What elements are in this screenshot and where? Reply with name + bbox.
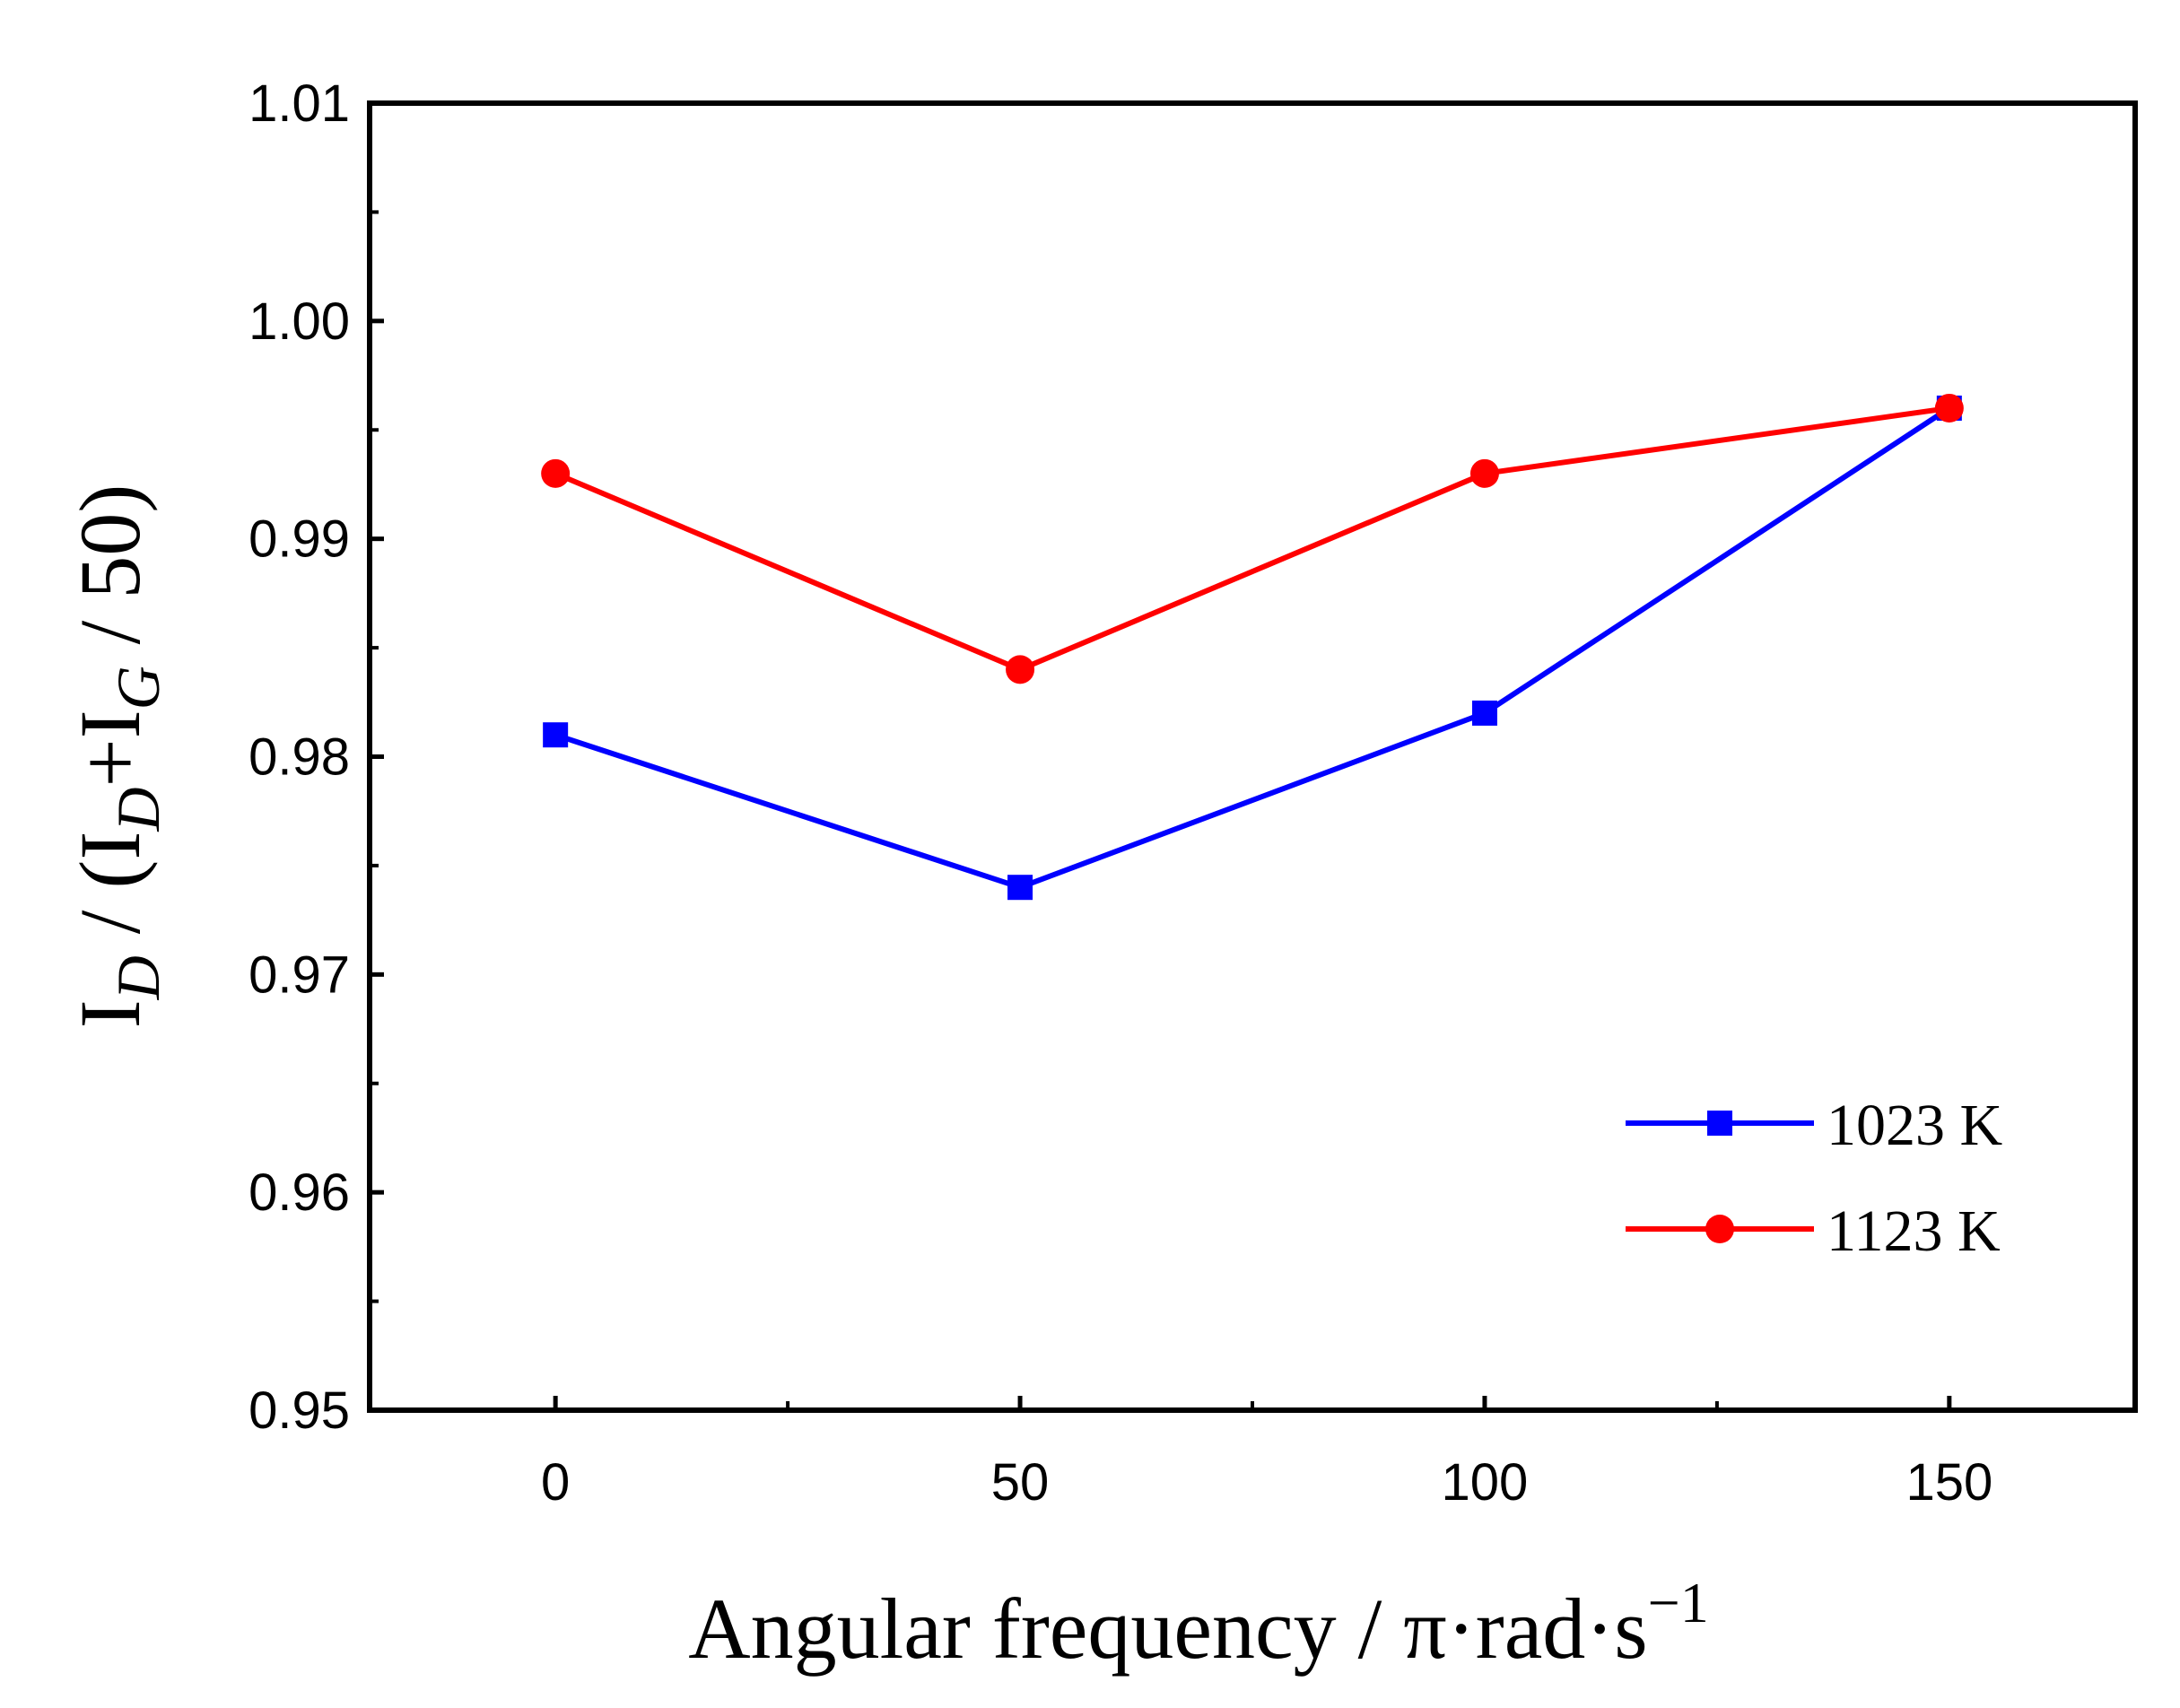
series-line-1: [554, 405, 1951, 891]
data-point: [1471, 700, 1497, 726]
x-tick-label: 100: [1442, 1453, 1529, 1512]
legend-label: 1123 K: [1827, 1198, 2001, 1264]
series-lines: [554, 405, 1951, 891]
y-tick-label: 0.98: [249, 728, 350, 787]
y-tick-label: 0.99: [249, 510, 350, 569]
series-markers: [541, 393, 1964, 901]
y-tick-label: 0.96: [249, 1163, 350, 1222]
y-axis-title: ID / (ID+IG / 50): [62, 484, 172, 1029]
x-tick-label: 50: [991, 1453, 1050, 1512]
y-tick-label: 0.97: [249, 946, 350, 1004]
x-axis-title: Angular frequency / π·rad·s−1: [688, 1571, 1708, 1677]
data-point: [1007, 875, 1033, 901]
data-point: [543, 722, 569, 748]
x-tick-label: 0: [541, 1453, 570, 1512]
y-tick-label: 1.01: [249, 74, 350, 133]
x-tick-label: 150: [1905, 1453, 1993, 1512]
axis-ticks: [370, 100, 1952, 1413]
y-tick-label: 1.00: [249, 292, 350, 351]
data-point: [1934, 393, 1964, 423]
data-point: [1469, 458, 1499, 488]
plot-frame: [367, 100, 2138, 1413]
data-point: [541, 458, 571, 488]
legend: 1023 K 1123 K: [1626, 1093, 2002, 1264]
series-line-2: [554, 405, 1950, 673]
data-point: [1006, 655, 1035, 684]
legend-item: 1023 K: [1626, 1093, 2002, 1158]
tick-labels: 0.95 0.96 0.97 0.98 0.99 1.00 1.01 0 50 100 150: [249, 74, 1993, 1512]
legend-label: 1023 K: [1827, 1093, 2002, 1158]
y-tick-label: 0.95: [249, 1381, 350, 1440]
legend-swatch-marker: [1707, 1111, 1732, 1136]
legend-swatch-marker: [1705, 1215, 1734, 1243]
legend-item: 1123 K: [1626, 1198, 2001, 1264]
